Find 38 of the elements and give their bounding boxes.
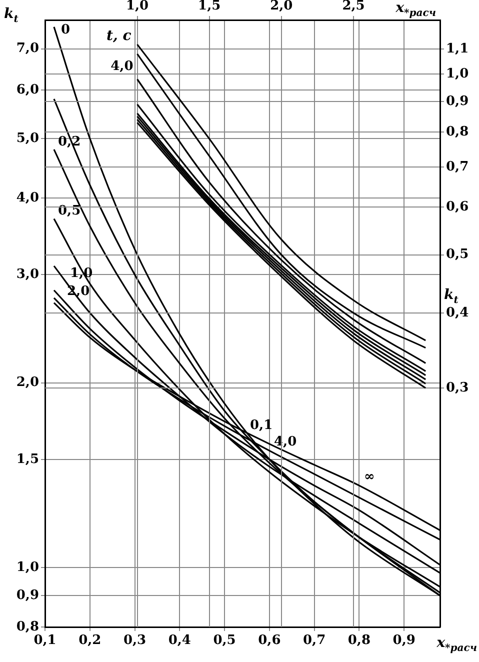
x-tick-label: 0,7: [303, 633, 326, 648]
x-tick-label: 0,3: [123, 633, 146, 648]
y-tick-label: 0,9: [16, 588, 39, 603]
x-tick-label: 0,9: [392, 633, 416, 648]
series-label: 0: [61, 22, 70, 38]
x-tick-label: 0,6: [258, 633, 281, 648]
y-tick-label: 2,0: [16, 375, 39, 390]
y-tick-label: 0,9: [446, 94, 469, 109]
y-tick-label: 7,0: [16, 41, 39, 56]
x-tick-label: 2,5: [342, 0, 365, 14]
y-tick-label: 5,0: [16, 130, 39, 146]
x-tick-label: 0,4: [168, 633, 191, 648]
x-tick-label: 0,5: [213, 633, 236, 648]
legend-title: t, с: [106, 28, 132, 44]
x-tick-label: 0,1: [34, 633, 56, 648]
y-tick-label: 0,5: [446, 247, 469, 262]
series-label: ∞: [364, 469, 375, 484]
x-tick-label: 2,0: [270, 0, 293, 14]
annotation: 4,0: [110, 58, 134, 74]
y-tick-label: 1,0: [16, 560, 39, 575]
y-tick-label: 6,0: [16, 82, 39, 98]
y-tick-label: 0,4: [446, 305, 469, 320]
x-tick-label: 1,5: [198, 0, 221, 14]
y-tick-label: 0,3: [446, 380, 469, 396]
y-tick-label: 1,0: [446, 66, 469, 82]
x-tick-label: 1,0: [126, 0, 149, 14]
y-tick-label: 1,5: [16, 452, 39, 467]
y-tick-label: 3,0: [16, 267, 39, 282]
y-tick-label: 4,0: [16, 190, 39, 206]
y-tick-label: 0,6: [446, 200, 469, 215]
x-tick-label: 0,2: [78, 633, 102, 648]
series-label: 0,1: [250, 418, 273, 434]
x-tick-label: 0,8: [348, 633, 371, 648]
y-tick-label: 1,1: [446, 42, 469, 57]
y-tick-label: 0,8: [16, 619, 39, 634]
y-tick-label: 0,8: [446, 124, 469, 140]
y-tick-label: 0,7: [446, 159, 469, 174]
series-label: 4,0: [274, 434, 297, 450]
